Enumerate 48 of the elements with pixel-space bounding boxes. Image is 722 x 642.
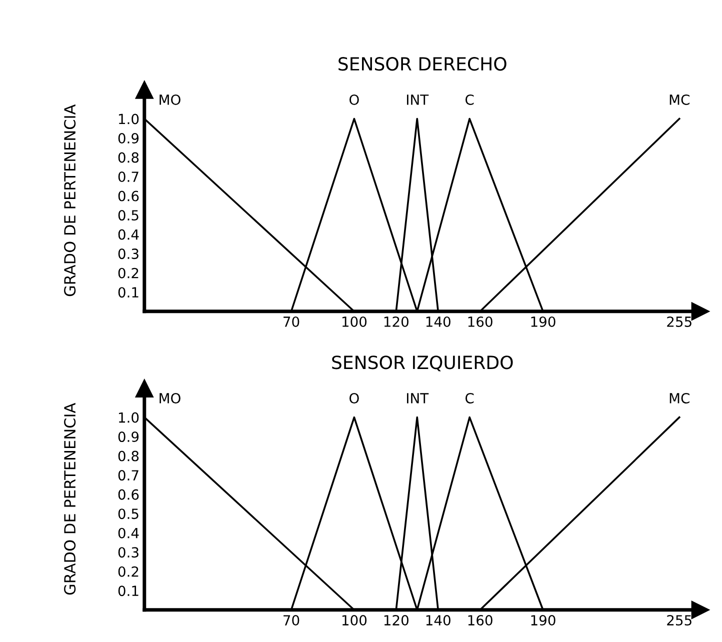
y-tick-label: 0.7 [118,172,138,182]
x-tick-label: 255 [667,316,692,327]
y-tick-label: 0.8 [118,152,139,163]
y-tick-label: 0.8 [118,450,139,462]
x-tick-label: 70 [284,615,300,626]
x-tick-label: 100 [342,316,367,327]
series-label: O [350,94,359,105]
y-tick-label: 0.1 [118,586,138,596]
y-tick-label: 0.5 [118,508,138,520]
y-tick-label: 0.6 [118,489,139,500]
y-tick-label: 0.7 [118,470,138,481]
series-label: MC [670,94,690,105]
series-label: C [466,392,474,404]
x-tick-label: 190 [531,316,556,327]
y-tick-label: 0.6 [118,190,139,202]
x-tick-label: 100 [342,615,367,626]
series-label: MO [160,392,180,404]
x-tick-label: 255 [667,615,692,626]
chart-title: SENSOR IZQUIERDO [332,356,513,372]
series-label: MO [160,94,180,105]
x-tick-label: 120 [384,316,408,327]
series-label: INT [407,94,429,105]
y-axis-title: GRADO DE PERTENENCIA [64,104,76,296]
x-tick-label: 160 [468,316,492,327]
x-tick-label: 140 [426,615,450,626]
x-tick-label: 190 [531,615,556,626]
y-tick-label: 0.9 [118,133,139,144]
x-tick-label: 70 [284,316,300,327]
x-tick-label: 160 [468,615,492,626]
y-tick-label: 0.2 [118,566,138,577]
series-label: C [466,94,474,105]
x-tick-label: 120 [384,615,408,626]
y-tick-label: 0.2 [118,268,138,278]
series-label: O [350,392,359,404]
y-tick-label: 0.3 [118,547,138,558]
series-label: INT [407,393,429,404]
y-tick-label: 0.9 [118,432,139,442]
y-tick-label: 0.4 [118,528,139,538]
y-tick-label: 0.4 [118,229,139,240]
y-tick-label: 1.0 [118,114,139,124]
y-tick-label: 1.0 [118,412,139,423]
y-tick-label: 0.1 [118,287,138,298]
chart-title: SENSOR DERECHO [338,57,506,71]
y-tick-label: 0.5 [118,210,138,221]
series-label: MC [670,392,690,404]
y-axis-title: GRADO DE PERTENENCIA [64,402,76,595]
y-tick-label: 0.3 [118,248,138,260]
x-tick-label: 140 [426,316,450,327]
